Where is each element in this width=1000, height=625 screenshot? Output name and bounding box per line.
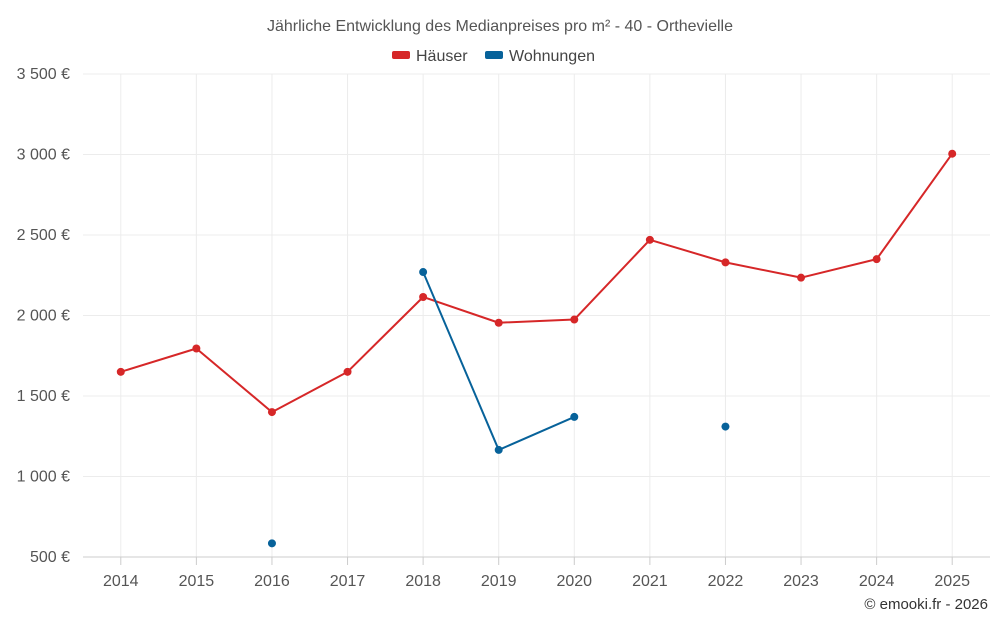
data-point-haeuser[interactable] [872, 255, 881, 264]
legend-item-wohnungen[interactable]: Wohnungen [485, 48, 595, 65]
grid [83, 73, 990, 557]
legend-label-wohnungen: Wohnungen [509, 48, 595, 65]
legend-swatch-wohnungen [485, 51, 503, 59]
x-tick-label: 2021 [632, 573, 668, 590]
y-tick-label: 2 500 € [17, 227, 70, 244]
data-point-haeuser[interactable] [419, 292, 428, 301]
legend-label-haeuser: Häuser [416, 48, 468, 65]
series-haeuser [116, 149, 957, 417]
x-tick-label: 2022 [708, 573, 744, 590]
credit-text: © emooki.fr - 2026 [864, 596, 988, 613]
data-point-wohnungen[interactable] [267, 539, 276, 548]
data-point-wohnungen[interactable] [419, 268, 428, 277]
legend-item-haeuser[interactable]: Häuser [392, 48, 468, 65]
x-tick-label: 2015 [179, 573, 215, 590]
data-point-wohnungen[interactable] [570, 412, 579, 421]
x-tick-label: 2016 [254, 573, 290, 590]
data-point-haeuser[interactable] [948, 149, 957, 158]
x-tick-label: 2014 [103, 573, 139, 590]
x-tick-label: 2017 [330, 573, 366, 590]
series-wohnungen [267, 268, 730, 548]
data-point-haeuser[interactable] [267, 408, 276, 417]
data-point-haeuser[interactable] [192, 344, 201, 353]
data-point-haeuser[interactable] [116, 367, 125, 376]
y-tick-label: 3 500 € [17, 66, 70, 83]
y-tick-label: 1 000 € [17, 469, 70, 486]
data-point-wohnungen[interactable] [721, 422, 730, 431]
data-point-haeuser[interactable] [343, 367, 352, 376]
y-tick-label: 3 000 € [17, 147, 70, 164]
chart-title: Jährliche Entwicklung des Medianpreises … [267, 18, 733, 35]
series-line-haeuser [120, 153, 954, 414]
x-tick-label: 2018 [405, 573, 441, 590]
data-point-haeuser[interactable] [797, 273, 806, 282]
x-tick-label: 2020 [556, 573, 592, 590]
data-point-haeuser[interactable] [570, 315, 579, 324]
series-layer [116, 149, 957, 548]
legend-swatch-haeuser [392, 51, 410, 59]
data-point-haeuser[interactable] [721, 258, 730, 267]
y-tick-label: 500 € [30, 549, 70, 566]
legend: Häuser Wohnungen [392, 48, 595, 65]
axes: 500 € 1 000 € 1 500 € 2 000 € 2 500 € 3 000 €… [17, 66, 990, 590]
x-tick-label: 2024 [859, 573, 895, 590]
data-point-wohnungen[interactable] [494, 445, 503, 454]
x-tick-label: 2025 [934, 573, 970, 590]
data-point-haeuser[interactable] [645, 235, 654, 244]
y-tick-label: 1 500 € [17, 388, 70, 405]
x-tick-label: 2023 [783, 573, 819, 590]
data-point-haeuser[interactable] [494, 318, 503, 327]
y-tick-label: 2 000 € [17, 308, 70, 325]
x-tick-label: 2019 [481, 573, 517, 590]
